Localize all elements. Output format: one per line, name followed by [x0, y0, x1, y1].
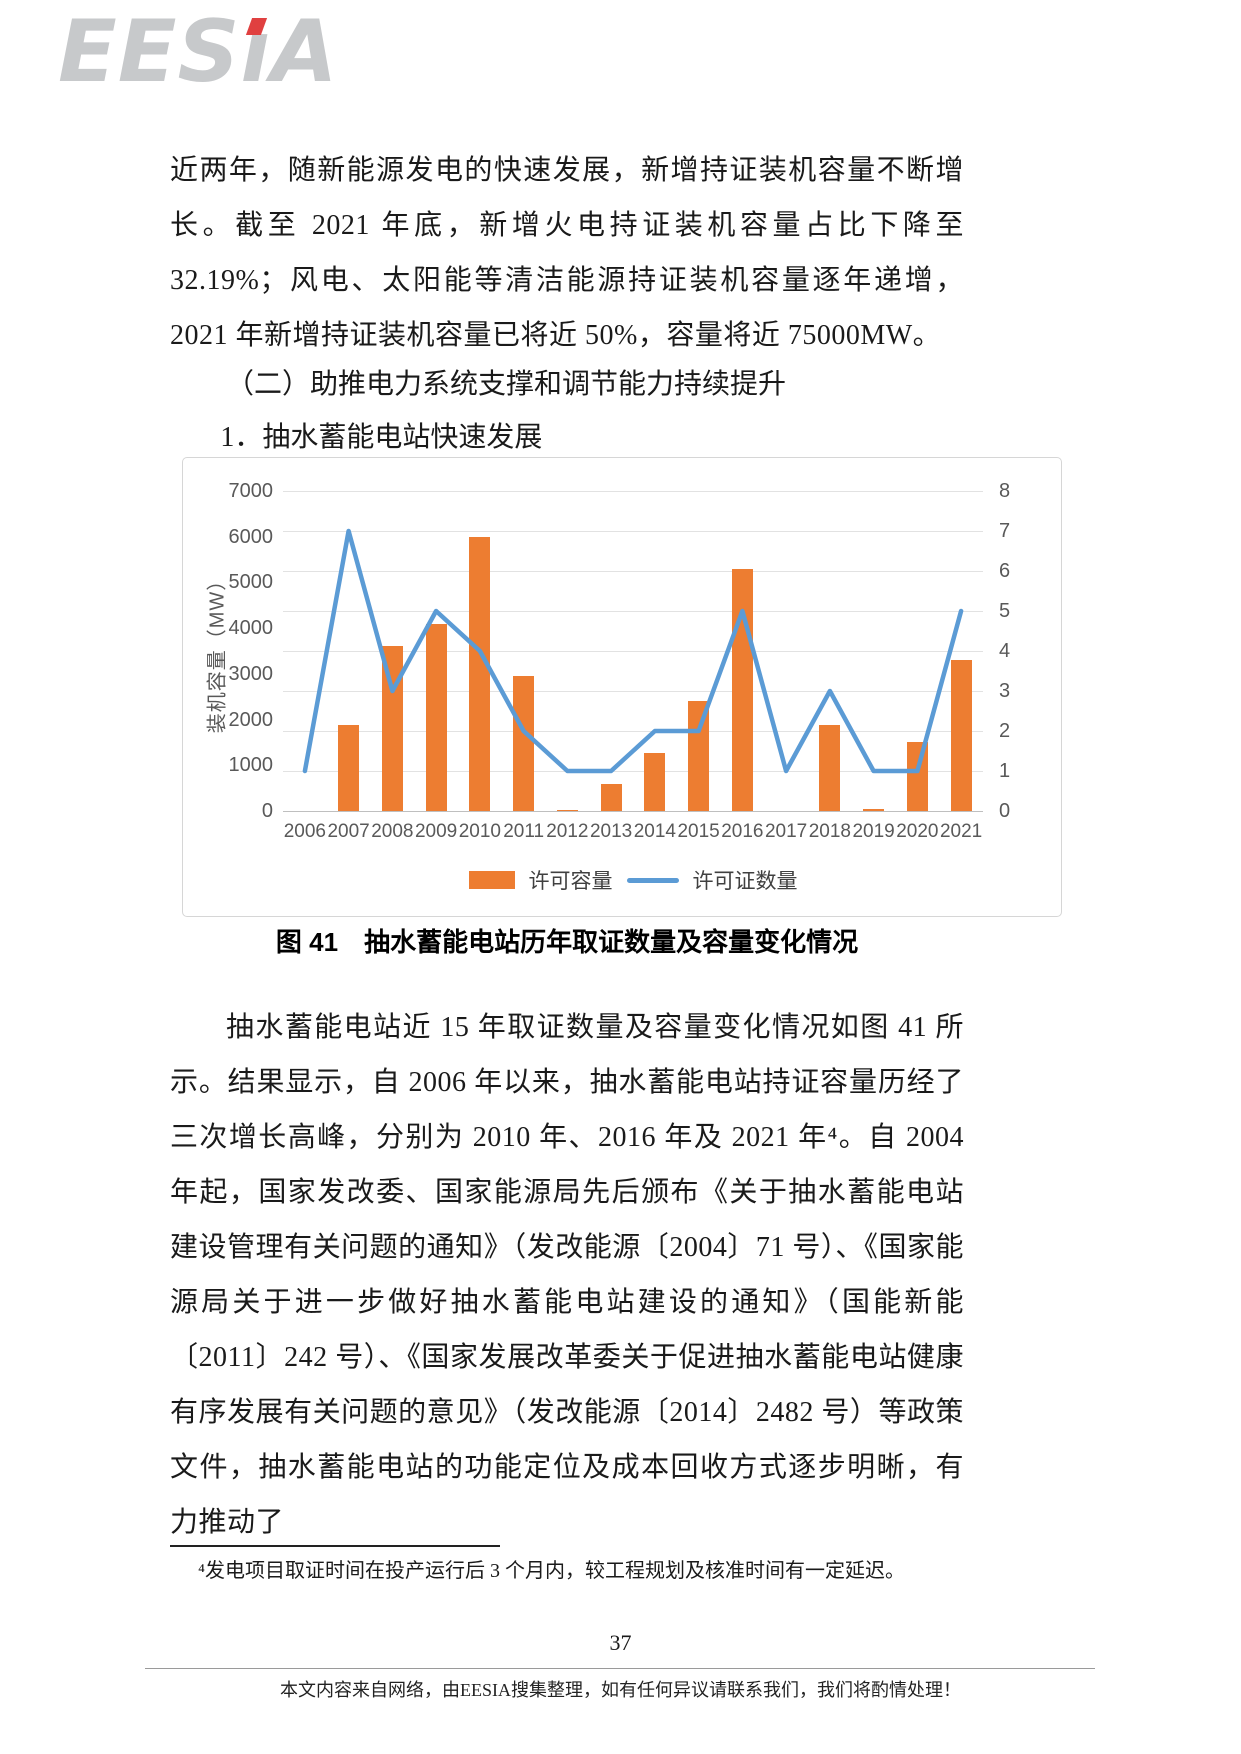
paragraph-2: 抽水蓄能电站近 15 年取证数量及容量变化情况如图 41 所示。结果显示，自 2… [170, 1012, 964, 1538]
footer-divider [145, 1668, 1095, 1669]
chart-bar [644, 752, 666, 811]
x-axis-tick: 2017 [764, 821, 808, 842]
x-axis-tick: 2010 [458, 821, 502, 842]
chart-bar [950, 660, 972, 811]
legend-label: 许可证数量 [692, 870, 798, 893]
secondary-axis-tick: 5 [999, 600, 1011, 622]
x-axis-tick: 2020 [896, 821, 939, 842]
x-axis-tick: 2013 [589, 821, 633, 842]
gridline [283, 611, 983, 612]
gridline [283, 491, 983, 492]
chart-bar [863, 808, 885, 811]
footnote: ⁴发电项目取证时间在投产运行后 3 个月内，较工程规划及核准时间有一定延迟。 [198, 1560, 905, 1582]
y-axis-tick: 6000 [228, 525, 274, 548]
chart-line-layer [302, 528, 964, 774]
footnote-separator [170, 1545, 500, 1547]
section-heading: （二）助推电力系统支撑和调节能力持续提升 [226, 369, 787, 400]
secondary-axis-tick: 6 [999, 560, 1011, 582]
secondary-axis-tick: 0 [999, 800, 1011, 822]
x-axis-tick: 2015 [677, 821, 720, 842]
x-axis-tick: 2021 [939, 821, 983, 842]
secondary-axis-tick: 7 [999, 520, 1011, 542]
chart-line [302, 528, 964, 774]
gridline [283, 811, 983, 812]
item-heading: 1．抽水蓄能电站快速发展 [220, 422, 543, 453]
page-number: 37 [609, 1630, 632, 1655]
secondary-axis-tick: 8 [999, 480, 1011, 502]
legend-label: 许可容量 [528, 870, 613, 893]
gridline [283, 531, 983, 532]
y-axis-tick: 7000 [228, 480, 274, 502]
figure-41-chart: 装机容量（MW） 许可容量 许可证数量 0 1000 2000 3000 4000 5000… [182, 457, 1062, 917]
eesia-logo: EES ıA [58, 4, 338, 100]
y-axis-tick: 4000 [228, 617, 274, 640]
x-axis-tick: 2006 [283, 821, 327, 842]
chart-bar [600, 783, 622, 811]
secondary-axis-tick: 3 [999, 680, 1011, 702]
chart-bar [469, 536, 491, 811]
x-axis-tick: 2016 [721, 821, 764, 842]
chart-bar [381, 646, 403, 811]
x-axis-tick: 2008 [371, 821, 414, 842]
chart-bar [819, 725, 841, 811]
secondary-axis-tick: 1 [999, 760, 1011, 782]
chart-bar [556, 809, 578, 811]
legend-bar-swatch-icon [468, 871, 515, 889]
x-axis-tick: 2012 [546, 821, 589, 842]
gridline [283, 691, 983, 692]
y-axis-tick: 1000 [228, 754, 274, 777]
paragraph-1: 近两年，随新能源发电的快速发展，新增持证装机容量不断增长。截至 2021 年底，… [170, 155, 964, 351]
footer-disclaimer: 本文内容来自网络，由EESIA搜集整理，如有任何异议请联系我们，我们将酌情处理！ [280, 1680, 961, 1700]
chart-bar [513, 676, 535, 811]
y-axis-tick: 3000 [228, 662, 274, 685]
x-axis-tick: 2007 [327, 821, 370, 842]
figure-caption: 图 41 抽水蓄能电站历年取证数量及容量变化情况 [275, 927, 859, 957]
logo-letter-i: ı [240, 2, 271, 102]
gridline [283, 651, 983, 652]
chart-plot: 装机容量（MW） 许可容量 许可证数量 0 1000 2000 3000 4000 5000… [207, 480, 1011, 893]
gridline [283, 571, 983, 572]
x-axis-tick: 2019 [852, 821, 895, 842]
gridline [283, 771, 983, 772]
chart-bar [425, 623, 447, 811]
x-axis-tick: 2009 [414, 821, 458, 842]
secondary-axis-tick: 4 [999, 640, 1011, 662]
legend-line-swatch-icon [626, 877, 679, 883]
logo-letters-pre: EES [58, 2, 241, 102]
y-axis-tick: 0 [261, 800, 273, 822]
x-axis-tick: 2014 [633, 821, 677, 842]
y-axis-tick: 2000 [228, 708, 274, 731]
secondary-axis-tick: 2 [999, 720, 1011, 742]
chart-legend: 许可容量 许可证数量 [283, 865, 983, 895]
y-axis-tick: 5000 [228, 571, 274, 594]
chart-bar [338, 725, 360, 811]
gridline [283, 731, 983, 732]
x-axis-tick: 2011 [503, 821, 545, 842]
logo-letters-post: A [270, 2, 339, 102]
x-axis-tick: 2018 [808, 821, 852, 842]
chart-bar [688, 701, 710, 811]
